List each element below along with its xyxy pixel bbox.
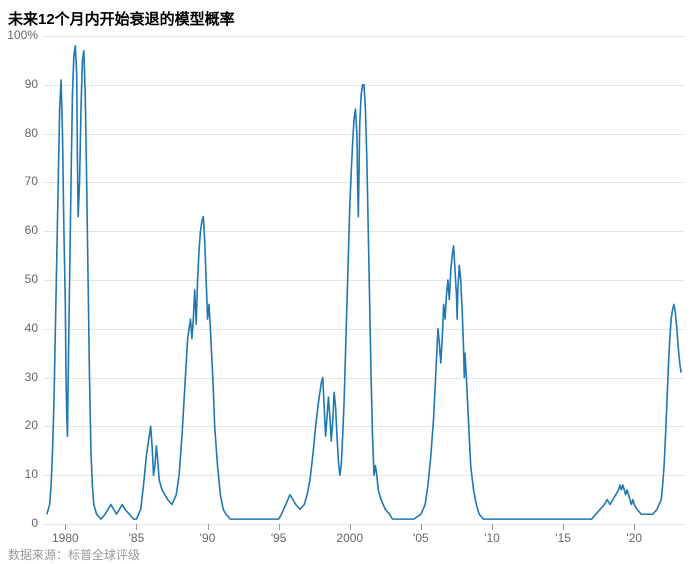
gridline: [44, 524, 684, 525]
x-axis-label: 2000: [336, 531, 363, 545]
y-axis-label: 90: [25, 77, 38, 91]
recession-probability-chart: 未来12个月内开始衰退的模型概率 0102030405060708090100%…: [0, 0, 699, 564]
x-tick: [208, 524, 209, 530]
x-tick: [65, 524, 66, 530]
y-axis-label: 40: [25, 321, 38, 335]
x-axis-label: '20: [626, 531, 642, 545]
x-axis-label: '10: [484, 531, 500, 545]
x-axis-label: '95: [271, 531, 287, 545]
y-axis-label: 0: [31, 516, 38, 530]
x-tick: [421, 524, 422, 530]
y-axis-label: 60: [25, 223, 38, 237]
y-axis-label: 30: [25, 370, 38, 384]
x-axis-label: '15: [555, 531, 571, 545]
x-tick: [350, 524, 351, 530]
y-axis-label: 100%: [7, 28, 38, 42]
x-axis-label: '85: [129, 531, 145, 545]
x-tick: [492, 524, 493, 530]
y-axis-label: 50: [25, 272, 38, 286]
x-axis-label: '90: [200, 531, 216, 545]
line-series: [44, 36, 684, 524]
y-axis-label: 20: [25, 418, 38, 432]
y-axis-label: 70: [25, 174, 38, 188]
x-axis-label: '05: [413, 531, 429, 545]
x-tick: [563, 524, 564, 530]
x-tick: [136, 524, 137, 530]
x-tick: [279, 524, 280, 530]
plot-area: 0102030405060708090100%1980'85'90'952000…: [44, 36, 684, 524]
y-axis-label: 80: [25, 126, 38, 140]
x-tick: [634, 524, 635, 530]
y-axis-label: 10: [25, 467, 38, 481]
chart-source: 数据来源：标普全球评级: [8, 546, 140, 563]
x-axis-label: 1980: [52, 531, 79, 545]
chart-title: 未来12个月内开始衰退的模型概率: [8, 8, 235, 29]
